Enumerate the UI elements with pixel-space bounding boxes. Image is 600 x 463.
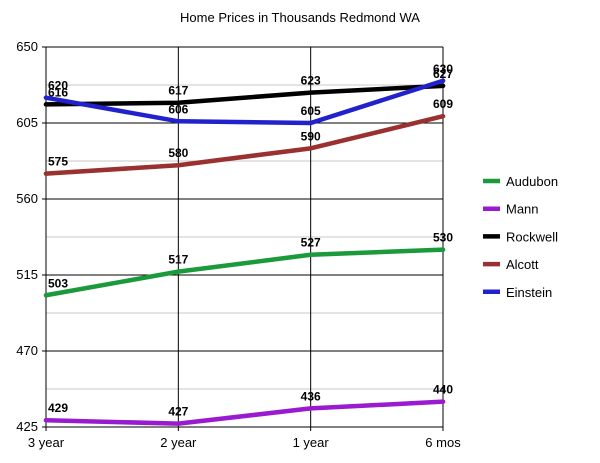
data-label-audubon: 530 bbox=[433, 231, 453, 245]
data-point-alcott bbox=[440, 114, 446, 119]
data-point-rockwell bbox=[308, 90, 313, 95]
data-label-einstein: 630 bbox=[433, 62, 453, 76]
chart-title: Home Prices in Thousands Redmond WA bbox=[180, 10, 420, 25]
data-label-mann: 436 bbox=[301, 389, 321, 403]
x-tick-label: 2 year bbox=[160, 435, 197, 450]
y-tick-label: 470 bbox=[16, 343, 38, 358]
series-line-einstein bbox=[43, 78, 446, 126]
data-point-einstein bbox=[308, 120, 313, 126]
data-label-alcott: 590 bbox=[301, 129, 321, 143]
data-point-rockwell bbox=[43, 102, 49, 107]
y-tick-label: 425 bbox=[16, 419, 38, 434]
data-label-audubon: 527 bbox=[301, 236, 321, 250]
data-label-audubon: 517 bbox=[168, 253, 188, 267]
series-lines bbox=[43, 78, 446, 426]
data-label-alcott: 580 bbox=[168, 146, 188, 160]
series-line-mann bbox=[43, 399, 446, 426]
data-label-einstein: 605 bbox=[301, 104, 321, 118]
x-tick-label: 1 year bbox=[293, 435, 330, 450]
data-point-alcott bbox=[176, 163, 181, 168]
legend-label-einstein: Einstein bbox=[506, 285, 552, 300]
data-point-audubon bbox=[308, 252, 313, 257]
data-point-einstein bbox=[176, 119, 181, 124]
legend: Audubon Mann Rockwell Alcott Einstein bbox=[483, 174, 558, 300]
data-label-mann: 440 bbox=[433, 383, 453, 397]
data-point-alcott bbox=[308, 146, 313, 151]
data-label-einstein: 606 bbox=[168, 102, 188, 116]
data-point-alcott bbox=[43, 171, 49, 176]
data-point-audubon bbox=[176, 269, 181, 274]
data-label-audubon: 503 bbox=[48, 276, 68, 290]
plot-grid bbox=[42, 46, 444, 431]
y-tick-label: 605 bbox=[16, 115, 38, 130]
data-point-mann bbox=[176, 421, 181, 426]
data-point-einstein bbox=[43, 95, 49, 100]
data-label-rockwell: 617 bbox=[168, 84, 188, 98]
data-labels: 503 517 527 530 429 427 436 440 616 617 623 627 575 5… bbox=[48, 62, 453, 419]
legend-label-audubon: Audubon bbox=[506, 174, 558, 189]
data-label-mann: 427 bbox=[168, 405, 188, 419]
x-tick-label: 6 mos bbox=[425, 435, 461, 450]
x-tick-label: 3 year bbox=[28, 435, 65, 450]
data-point-mann bbox=[43, 418, 49, 423]
data-point-mann bbox=[308, 406, 313, 411]
data-label-einstein: 620 bbox=[48, 79, 68, 93]
series-line-audubon bbox=[43, 247, 446, 298]
legend-label-rockwell: Rockwell bbox=[506, 229, 558, 244]
y-tick-label: 560 bbox=[16, 191, 38, 206]
data-point-audubon bbox=[43, 293, 49, 298]
data-point-einstein bbox=[440, 78, 446, 83]
data-point-rockwell bbox=[440, 83, 446, 89]
y-tick-label: 515 bbox=[16, 267, 38, 282]
data-label-alcott: 609 bbox=[433, 97, 453, 111]
data-label-rockwell: 616 bbox=[48, 85, 68, 99]
series-line-alcott bbox=[43, 113, 446, 176]
data-label-rockwell: 627 bbox=[433, 67, 453, 81]
y-tick-label: 650 bbox=[16, 39, 38, 54]
data-label-alcott: 575 bbox=[48, 155, 68, 169]
series-line-rockwell bbox=[43, 83, 446, 107]
legend-label-mann: Mann bbox=[506, 202, 539, 217]
data-point-audubon bbox=[440, 247, 446, 252]
data-point-mann bbox=[440, 399, 446, 404]
data-label-rockwell: 623 bbox=[301, 74, 321, 88]
data-point-rockwell bbox=[176, 100, 181, 105]
legend-label-alcott: Alcott bbox=[506, 257, 539, 272]
data-label-mann: 429 bbox=[48, 401, 68, 415]
